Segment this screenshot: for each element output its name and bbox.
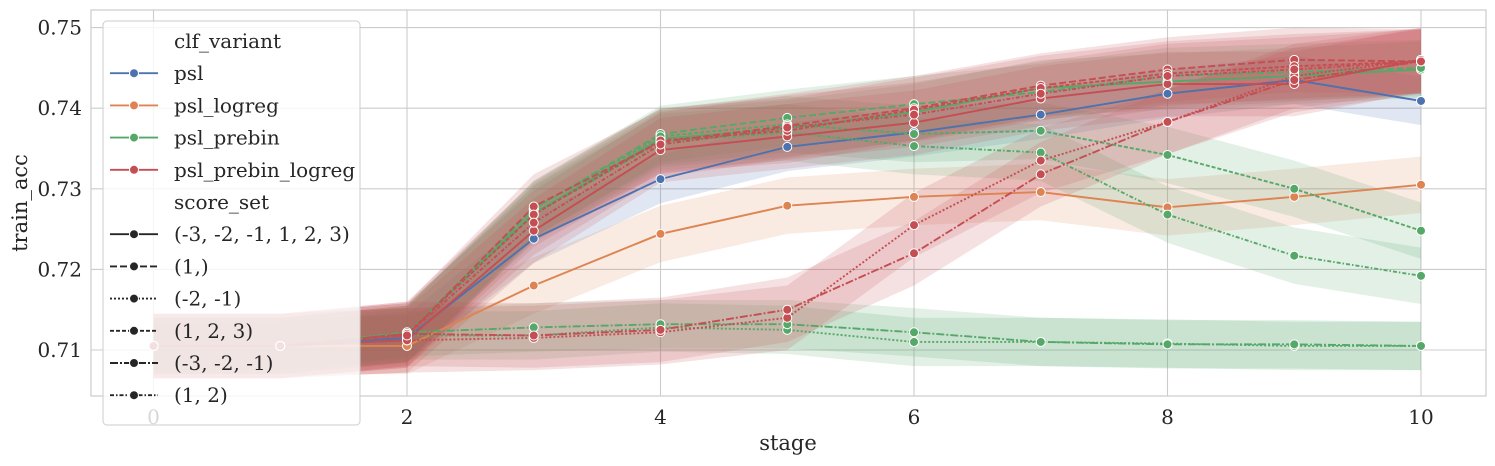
series-psl-3-2-1-1-2-3-point (1162, 88, 1173, 99)
plot-frame (90, 9, 1487, 397)
legend-label-1: (1,) (174, 254, 209, 278)
legend-label-1-2: (1, 2) (174, 383, 228, 407)
series-psl-3-2-1-1-2-3-point (1035, 109, 1046, 120)
y-tick-label: 0.74 (37, 96, 82, 120)
x-tick-label: 8 (1161, 405, 1174, 429)
series-markers (148, 54, 1426, 351)
series-psl-logreg-3-2-1-1-2-3-band (153, 156, 1421, 375)
series-psl-prebin-1-2-3-point (909, 128, 919, 139)
series-psl-prebin-3-2-1-point (1162, 339, 1173, 350)
series-psl-prebin-logreg-3-2-1-point (782, 304, 793, 315)
series-psl-logreg-3-2-1-1-2-3-point (782, 200, 793, 211)
series-psl-prebin-1-2-point (909, 141, 919, 152)
legend-label-psl-prebin-logreg: psl_prebin_logreg (174, 158, 355, 182)
series-psl-prebin-1-2-3-point (1035, 125, 1046, 136)
series-psl-prebin-logreg-1-2-point (1035, 88, 1046, 99)
legend-marker-psl-prebin (129, 132, 139, 143)
series-psl-3-2-1-1-2-3-point (1416, 95, 1426, 106)
y-tick-label: 0.73 (37, 177, 82, 201)
series-psl-prebin-logreg-1-band (153, 27, 1421, 379)
series-psl-prebin-3-2-1-point (1035, 336, 1046, 347)
series-psl-prebin-3-2-1-point (1416, 340, 1426, 351)
series-psl-prebin-logreg-1-2-point (1416, 56, 1426, 67)
series-psl-prebin-logreg-1-2-band (153, 29, 1421, 379)
legend-marker-1 (129, 261, 139, 272)
legend-label-3-2-1-1-2-3: (-3, -2, -1, 1, 2, 3) (174, 222, 350, 246)
legend-marker-psl-logreg (129, 100, 139, 111)
series-psl-prebin-logreg-3-2-1-point (1162, 116, 1173, 127)
series-psl-prebin-logreg-1-2-point (1162, 70, 1173, 81)
series-psl-prebin-1-2-point (1162, 209, 1173, 220)
series-psl-prebin-logreg-1-2-point (1289, 64, 1300, 75)
series-psl-logreg-3-2-1-1-2-3-point (655, 228, 666, 239)
series-psl-prebin-3-2-1-band (153, 300, 1421, 371)
legend-box (102, 20, 361, 426)
series-psl-prebin-logreg-1-2-point (782, 122, 793, 133)
series-psl-3-2-1-1-2-3-band (153, 55, 1421, 371)
series-psl-3-2-1-1-2-3-point (782, 141, 793, 152)
legend-marker-1-2 (129, 390, 139, 401)
series-psl-prebin-logreg-1-2-3-band (153, 29, 1421, 379)
series-psl-prebin-1-2-point (1416, 270, 1426, 281)
legend-marker-psl (129, 68, 139, 79)
series-psl-prebin-logreg-3-2-1-band (153, 29, 1421, 379)
series-psl-logreg-3-2-1-1-2-3-point (1035, 187, 1046, 198)
series-psl-prebin-logreg-2-1-band (153, 27, 1421, 379)
series-psl-prebin-2-1-band (153, 303, 1421, 371)
series-psl-prebin-logreg-1-2-point (402, 330, 412, 341)
series-psl-prebin-logreg-3-2-1-point (1289, 74, 1300, 85)
series-psl-prebin-1-2-band (153, 104, 1421, 375)
x-tick-label: 4 (654, 405, 667, 429)
legend-style-title: score_set (174, 190, 269, 214)
y-tick-label: 0.72 (37, 257, 82, 281)
series-psl-prebin-logreg-1-2-point (528, 217, 539, 228)
series-psl-logreg-3-2-1-1-2-3-point (1416, 179, 1426, 190)
series-psl-prebin-2-1-point (909, 336, 919, 347)
legend-marker-psl-prebin-logreg (129, 164, 139, 175)
series-psl-prebin-logreg-1-2-point (909, 109, 919, 120)
legend-label-psl: psl (174, 61, 203, 85)
series-psl-prebin-logreg-2-1-point (1035, 155, 1046, 166)
series-psl-prebin-logreg-2-1-point (909, 220, 919, 231)
legend-label-psl-logreg: psl_logreg (174, 93, 279, 117)
series-psl-3-2-1-1-2-3-point (655, 174, 666, 185)
series-psl-logreg-3-2-1-1-2-3-point (909, 191, 919, 202)
series-psl-prebin-logreg-3-2-1-point (655, 324, 666, 335)
tick-labels: 02468100.710.720.730.740.75 (37, 16, 1433, 429)
x-axis-label: stage (759, 431, 817, 455)
x-tick-label: 2 (401, 405, 414, 429)
series-psl-prebin-logreg-3-2-1-point (909, 248, 919, 259)
series-psl-prebin-1-2-3-band (153, 96, 1421, 375)
legend-label-3-2-1: (-3, -2, -1) (174, 351, 273, 375)
legend-label-2-1: (-2, -1) (174, 287, 241, 311)
series-psl-prebin-logreg-3-2-1-1-2-3-band (153, 27, 1421, 379)
x-tick-label: 6 (908, 405, 921, 429)
legend-marker-3-2-1 (129, 358, 139, 368)
x-tick-label: 10 (1408, 405, 1433, 429)
legend-label-psl-prebin: psl_prebin (174, 126, 280, 150)
y-tick-label: 0.71 (37, 338, 82, 362)
series-psl-prebin-3-2-1-1-2-3-band (153, 41, 1421, 375)
y-axis-label: train_acc (8, 154, 32, 252)
legend-hue-title: clf_variant (174, 29, 281, 53)
series-psl-prebin-1-2-3-point (1289, 183, 1300, 194)
series-psl-logreg-3-2-1-1-2-3-point (528, 280, 539, 291)
series-psl-prebin-logreg-3-2-1-point (1035, 169, 1046, 180)
series-psl-prebin-3-2-1-point (909, 327, 919, 338)
series-psl-prebin-1-band (153, 39, 1421, 375)
series-psl-prebin-logreg-3-2-1-point (528, 330, 539, 341)
legend-marker-3-2-1-1-2-3 (129, 229, 139, 240)
y-tick-label: 0.75 (37, 16, 82, 40)
series-psl-prebin-3-2-1-point (1289, 339, 1300, 350)
series-psl-prebin-1-2-3-point (1416, 225, 1426, 236)
series-psl-prebin-1-2-point (1289, 250, 1300, 261)
legend-marker-1-2-3 (129, 325, 139, 336)
confidence-bands (153, 27, 1421, 379)
legend-label-1-2-3: (1, 2, 3) (174, 319, 253, 343)
series-psl-prebin-logreg-1-2-point (655, 139, 666, 150)
legend-marker-2-1 (129, 293, 139, 304)
series-psl-prebin-1-2-3-point (1162, 149, 1173, 160)
